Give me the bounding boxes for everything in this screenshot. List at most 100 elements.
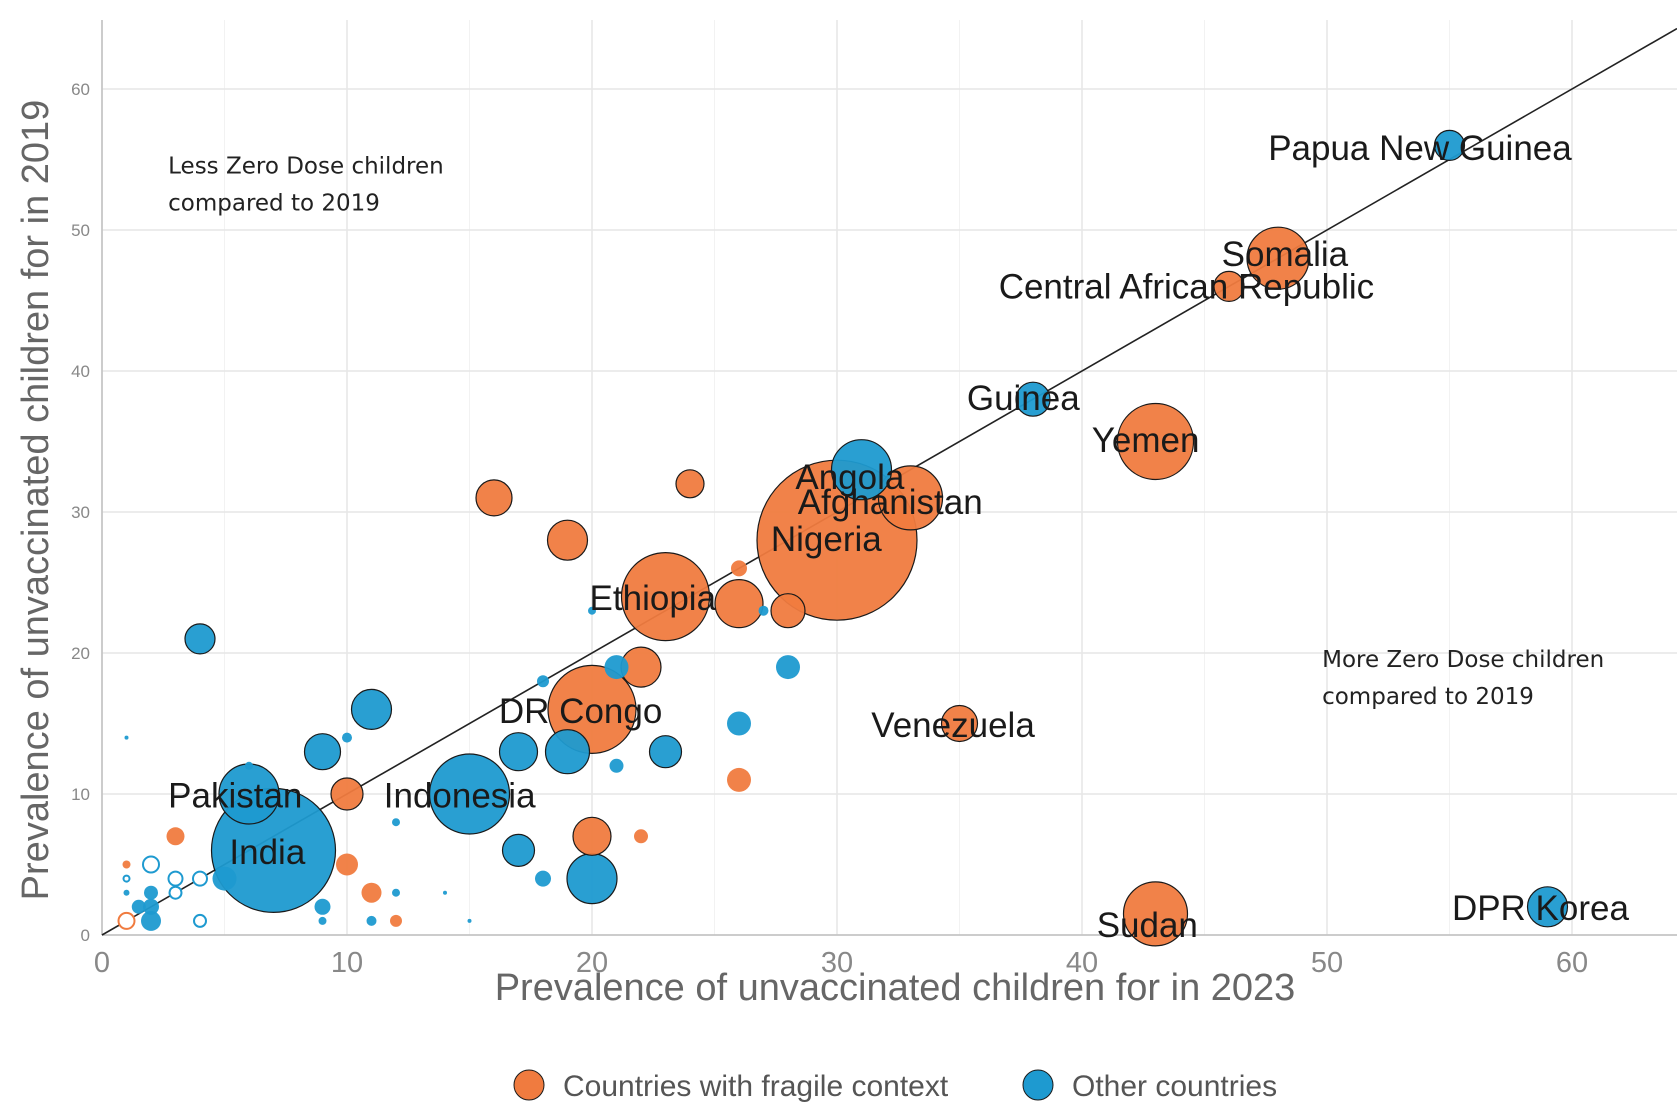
axes: 0 10 20 30 40 50 60 0 10 20 30 40 50 60 — [71, 20, 1677, 979]
bubble — [122, 874, 131, 883]
label-venezuela: Venezuela — [871, 706, 1035, 745]
bubble — [443, 890, 447, 895]
bubble — [117, 911, 136, 930]
legend-swatch-fragile — [513, 1069, 545, 1101]
annotation-line: compared to 2019 — [168, 191, 380, 217]
legend-label-fragile: Countries with fragile context — [563, 1070, 949, 1103]
bubble — [131, 899, 146, 914]
label-ethiopia: Ethiopia — [590, 579, 717, 618]
bubble — [498, 732, 539, 772]
label-nigeria: Nigeria — [771, 520, 882, 559]
x-axis-title: Prevalence of unvaccinated children for … — [495, 967, 1296, 1009]
bubble — [212, 866, 237, 891]
bubble — [366, 915, 377, 926]
bubble — [142, 855, 160, 874]
bubble-yemen — [1116, 402, 1195, 481]
label-afghanistan: Afghanistan — [798, 483, 983, 522]
annotation-line: More Zero Dose children — [1322, 647, 1604, 673]
bubble — [566, 852, 618, 905]
y-tick-label: 50 — [71, 221, 90, 240]
bubble — [758, 605, 769, 616]
bubble — [731, 560, 747, 577]
bubble — [467, 918, 472, 923]
label-india: India — [229, 833, 305, 872]
bubble — [776, 655, 800, 680]
label-angola: Angola — [795, 458, 905, 497]
annotation-line: compared to 2019 — [1322, 684, 1534, 710]
bubble-afghanistan — [877, 465, 944, 531]
bubble-somalia — [1246, 226, 1310, 290]
bubbles — [117, 129, 1569, 947]
legend: Countries with fragile context Other coun… — [513, 1069, 1277, 1103]
bubble — [303, 733, 342, 771]
y-tick-label: 20 — [71, 644, 90, 663]
annotation-line: Less Zero Dose children — [168, 154, 444, 180]
bubble — [122, 860, 131, 869]
bubble — [123, 889, 130, 896]
bubble — [141, 910, 161, 931]
bubble — [336, 853, 358, 876]
label-dpr-korea: DPR Korea — [1452, 889, 1630, 928]
bubble-ethiopia — [620, 551, 711, 642]
x-tick-label: 60 — [1556, 947, 1588, 979]
x-tick-label: 50 — [1311, 947, 1343, 979]
bubble-central-african-republic — [1213, 270, 1245, 302]
bubble — [544, 729, 591, 775]
bubble — [475, 479, 513, 517]
label-yemen: Yemen — [1092, 421, 1200, 460]
bubble-venezuela — [940, 704, 979, 743]
label-papua-new-guinea: Papua New Guinea — [1268, 129, 1572, 168]
label-sudan: Sudan — [1097, 906, 1198, 945]
x-tick-label: 10 — [331, 947, 363, 979]
label-guinea: Guinea — [967, 379, 1080, 418]
bubble — [314, 898, 331, 915]
y-tick-label: 40 — [71, 362, 90, 381]
y-tick-label: 0 — [81, 926, 90, 945]
y-tick-label: 10 — [71, 785, 90, 804]
y-tick-label: 60 — [71, 80, 90, 99]
bubble — [392, 818, 400, 827]
bubble — [609, 758, 624, 773]
label-central-african-republic: Central African Republic — [999, 267, 1374, 306]
bubble — [330, 777, 364, 811]
bubble — [588, 606, 596, 615]
y-axis-title: Prevalence of unvaccinated children for … — [15, 100, 57, 901]
label-somalia: Somalia — [1222, 235, 1349, 274]
x-tick-label: 20 — [576, 947, 608, 979]
bubble — [572, 816, 612, 856]
bubble — [144, 885, 158, 900]
bubble — [166, 827, 185, 846]
bubble — [714, 579, 764, 629]
bubble-dpr-korea — [1526, 886, 1569, 928]
legend-label-other: Other countries — [1072, 1070, 1277, 1103]
bubble-papua-new-guinea — [1433, 129, 1466, 161]
bubble-indonesia — [428, 753, 511, 835]
bubble — [634, 829, 648, 844]
x-tick-label: 0 — [94, 947, 110, 979]
bubble — [193, 913, 207, 928]
x-tick-label: 30 — [821, 947, 853, 979]
bubble — [143, 898, 159, 915]
bubble — [727, 711, 751, 736]
bubble — [390, 914, 402, 927]
bubble — [318, 916, 327, 925]
bubble — [167, 870, 184, 887]
bubble — [546, 519, 589, 561]
bubble-sudan — [1122, 881, 1189, 947]
bubble — [342, 732, 352, 743]
bubble — [124, 735, 129, 740]
bubble-angola — [830, 439, 893, 501]
bubble-guinea — [1015, 381, 1051, 417]
label-pakistan: Pakistan — [168, 776, 302, 815]
bubble — [727, 767, 751, 792]
label-indonesia: Indonesia — [384, 776, 536, 815]
bubble — [184, 623, 216, 655]
bubble — [245, 761, 253, 770]
legend-swatch-other — [1022, 1069, 1054, 1101]
bubble — [770, 593, 806, 629]
x-tick-label: 40 — [1066, 947, 1098, 979]
bubble — [535, 870, 551, 887]
bubble — [604, 655, 629, 680]
